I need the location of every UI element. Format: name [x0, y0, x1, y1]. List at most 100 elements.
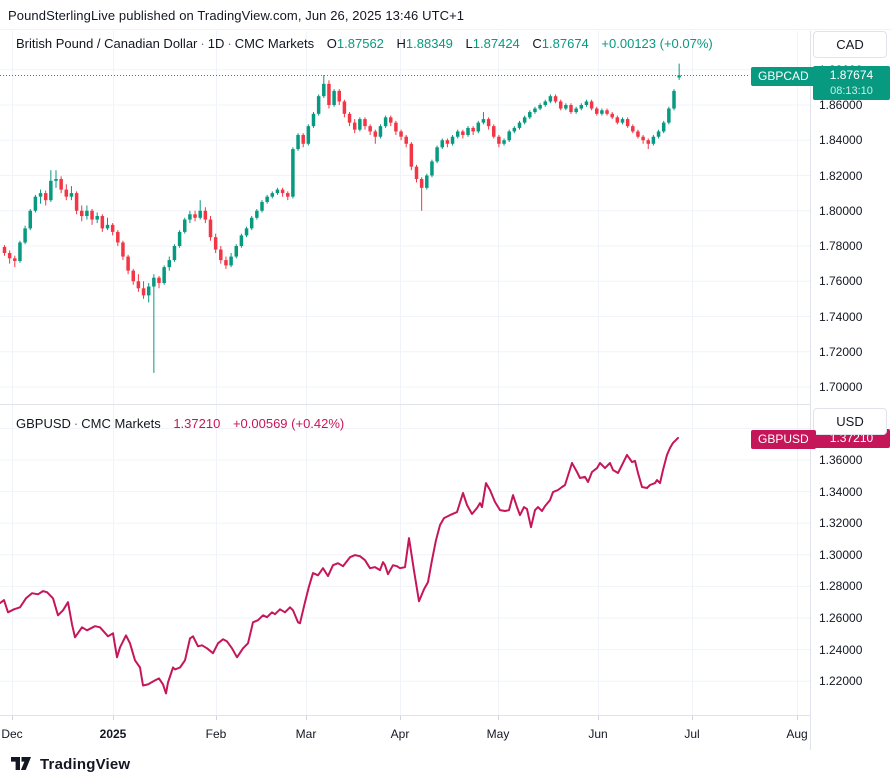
candle-body	[394, 122, 398, 132]
candle-body	[383, 117, 388, 127]
ohlc-open-value: 1.87562	[336, 36, 384, 51]
time-tick-mark	[498, 716, 499, 720]
chart-canvas[interactable]	[0, 31, 891, 750]
candle-body	[167, 260, 172, 268]
candle-body	[584, 101, 589, 105]
ohlc-high-label: H	[396, 36, 406, 51]
candle-body	[373, 131, 378, 137]
candle-body	[656, 131, 661, 137]
time-tick-mark	[400, 716, 401, 720]
gbpusd-symbol-badge: GBPUSD	[751, 430, 816, 449]
candle-body	[620, 119, 625, 123]
time-tick-label: Dec	[1, 727, 23, 741]
gbpusd-change-value: +0.00569 (+0.42%)	[232, 416, 345, 431]
candle-body	[512, 127, 517, 132]
candle-body	[538, 105, 542, 109]
time-tick-label: May	[486, 727, 510, 741]
candle-body	[322, 83, 326, 97]
candle-body	[157, 277, 161, 284]
ohlc-close-value: 1.87674	[541, 36, 589, 51]
candle-body	[399, 131, 403, 137]
time-tick-label: Jul	[684, 727, 700, 741]
candle-body	[327, 83, 331, 105]
attribution-text: PoundSterlingLive published on TradingVi…	[8, 8, 465, 23]
candle-body	[533, 108, 537, 113]
usd-currency-button[interactable]: USD	[813, 408, 887, 435]
candle-body	[337, 90, 341, 102]
candle-body	[275, 189, 280, 194]
gbpusd-legend-title: GBPUSD	[16, 416, 71, 431]
candle-body	[481, 119, 486, 123]
price-tick-label: 1.30000	[819, 547, 863, 562]
time-tick-label: Aug	[786, 727, 808, 741]
time-tick-mark	[692, 716, 693, 720]
candle-body	[255, 210, 259, 218]
candle-body	[306, 126, 311, 144]
ohlc-close-label: C	[532, 36, 542, 51]
tradingview-brand-link[interactable]: TradingView	[10, 756, 130, 773]
candle-body	[471, 127, 475, 132]
price-tick-label: 1.74000	[819, 309, 863, 324]
candle-body	[38, 193, 43, 197]
gbpcad-symbol-badge: GBPCAD	[751, 67, 816, 86]
price-tick-label: 1.28000	[819, 579, 863, 594]
price-tick-label: 1.22000	[819, 674, 863, 689]
candle-body	[677, 75, 681, 78]
candle-body	[502, 140, 506, 144]
gbpcad-legend-interval: 1D	[207, 36, 225, 51]
tradingview-brand-name: TradingView	[40, 756, 131, 773]
candle-body	[208, 219, 213, 238]
price-tick-label: 1.36000	[819, 453, 863, 467]
candle-body	[69, 193, 74, 197]
candle-body	[517, 122, 522, 128]
candle-body	[492, 126, 496, 137]
candle-body	[352, 122, 357, 130]
candle-body	[631, 126, 635, 132]
candle-body	[579, 105, 584, 109]
candle-body	[497, 136, 501, 144]
gbpcad-change-value: +0.00123 (+0.07%)	[601, 36, 713, 51]
price-tick-label: 1.86000	[819, 98, 863, 112]
candle-body	[332, 90, 336, 105]
price-tick-label: 1.78000	[819, 239, 863, 253]
price-axis[interactable]: 1.22000 1.24000 1.26000 1.28000 1.30000 1.320…	[810, 31, 891, 750]
candle-body	[23, 228, 27, 243]
chart-region: British Pound / Canadian Dollar · 1D · CMC M…	[0, 31, 891, 750]
candle-body	[74, 193, 79, 211]
time-tick-mark	[12, 716, 13, 720]
time-tick-mark	[306, 716, 307, 720]
candle-body	[378, 126, 383, 137]
gbpcad-last-price: 1.87674	[829, 68, 874, 82]
candle-body	[110, 224, 115, 232]
gbpcad-legend: British Pound / Canadian Dollar · 1D · CMC M…	[16, 36, 713, 51]
candle-body	[595, 108, 599, 114]
gbpcad-legend-provider: CMC Markets	[234, 36, 315, 51]
candle-body	[672, 90, 676, 109]
time-axis[interactable]: Dec 2025 Feb Mar Apr May Jun Jul Aug	[0, 715, 891, 750]
attribution-bar: PoundSterlingLive published on TradingVi…	[0, 0, 891, 30]
candle-body	[95, 216, 99, 220]
candle-body	[183, 219, 187, 232]
candle-body	[301, 134, 305, 144]
candle-body	[100, 216, 105, 229]
candle-body	[528, 112, 532, 118]
cad-currency-button[interactable]: CAD	[813, 31, 887, 58]
candle-body	[569, 105, 573, 113]
candle-body	[141, 288, 146, 296]
candle-body	[347, 113, 352, 123]
candle-body	[229, 256, 233, 266]
candle-body	[213, 237, 218, 250]
price-tick-label: 1.70000	[819, 380, 863, 394]
time-tick-label: 2025	[99, 727, 127, 741]
candle-body	[625, 119, 630, 127]
candle-body	[193, 214, 197, 218]
candle-body	[522, 117, 527, 123]
candle-body	[342, 101, 347, 114]
ohlc-low-value: 1.87424	[472, 36, 520, 51]
candle-body	[234, 246, 238, 257]
candle-body	[574, 108, 578, 113]
time-tick-label: Apr	[390, 727, 410, 741]
candle-body	[291, 149, 295, 197]
candle-body	[219, 249, 223, 261]
candle-body	[311, 113, 316, 127]
